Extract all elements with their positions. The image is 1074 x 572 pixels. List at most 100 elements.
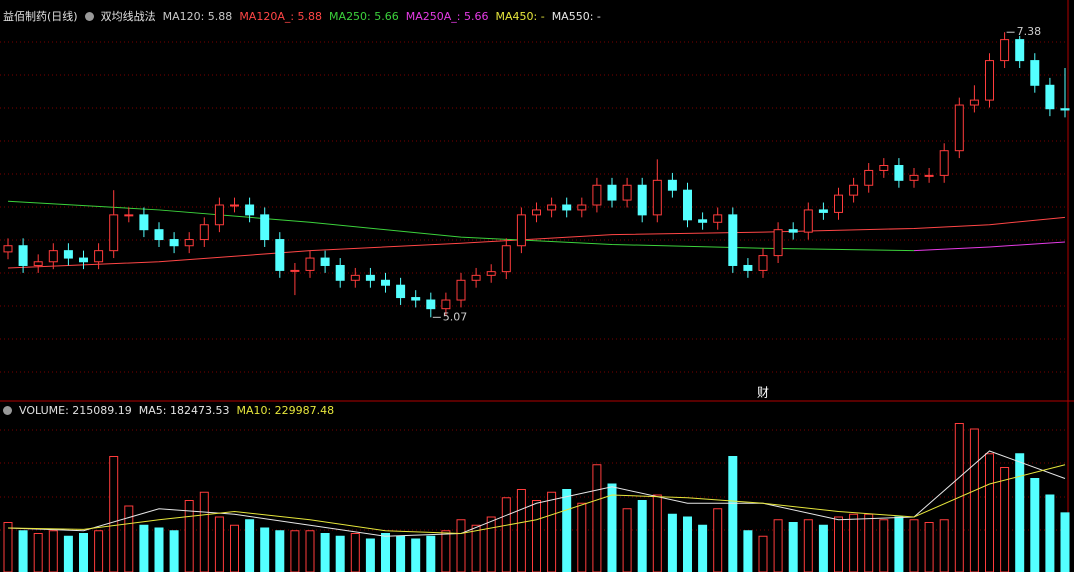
candle-body: [562, 204, 572, 211]
volume-bar: [879, 519, 889, 572]
volume-bar: [214, 516, 224, 572]
candle-body: [260, 214, 270, 241]
volume-bar: [728, 456, 738, 572]
volume-bar: [652, 494, 662, 572]
candle-body: [184, 239, 194, 247]
candle-body: [894, 165, 904, 181]
legend-entry: MA120: 5.88: [162, 9, 233, 23]
candle-body: [532, 209, 541, 216]
candle-body: [985, 60, 994, 101]
candle-body: [381, 279, 390, 286]
candle-body: [486, 271, 496, 276]
candle-body: [79, 257, 88, 263]
volume-bar: [864, 513, 874, 572]
candle-body: [350, 274, 360, 281]
candle-body: [169, 239, 179, 247]
legend-entry: MA250A_: 5.66: [405, 9, 489, 23]
volume-bar: [1000, 467, 1010, 572]
volume-bar: [230, 524, 239, 572]
volume-bar: [471, 524, 481, 572]
volume-bar: [1015, 453, 1025, 572]
volume-bar: [501, 497, 511, 572]
candle-body: [154, 229, 164, 241]
volume-bar: [335, 535, 345, 572]
event-marker: 财: [757, 386, 769, 400]
candle-body: [607, 184, 617, 201]
volume-header: VOLUME: 215089.19 MA5: 182473.53 MA10: 22…: [3, 404, 334, 417]
candle-body: [33, 261, 43, 266]
menu-icon[interactable]: [84, 11, 94, 21]
candle-body: [365, 274, 375, 281]
candle-body: [471, 274, 481, 281]
annotation: 7.38: [1017, 25, 1042, 38]
volume-bar: [486, 516, 496, 572]
candle-body: [728, 214, 738, 266]
candle-body: [864, 169, 874, 186]
candle-body: [547, 204, 557, 211]
candle-body: [18, 245, 28, 266]
candle-body: [592, 184, 602, 206]
ma-line: [7, 464, 1066, 535]
volume-bar: [743, 530, 753, 572]
ma-line: [7, 450, 1066, 537]
candle-body: [199, 224, 209, 241]
volume-bar: [396, 535, 406, 572]
candle-body: [124, 214, 134, 217]
volume-bar: [456, 519, 466, 572]
volume-bar: [607, 483, 617, 572]
volume-bar: [698, 524, 708, 572]
ma-line: [913, 241, 1066, 252]
legend-entry: MA250: 5.66: [329, 9, 399, 23]
candle-body: [48, 250, 58, 263]
volume-bar: [48, 530, 58, 572]
candle-body: [94, 250, 104, 263]
candle-body: [803, 209, 813, 233]
volume-bar: [924, 522, 934, 572]
candle-body: [305, 257, 315, 271]
candle-body: [411, 297, 421, 301]
candle-body: [924, 174, 934, 177]
volume-bar: [562, 489, 572, 572]
candle-body: [1045, 84, 1055, 110]
volume-bar: [381, 533, 390, 572]
volume-bar: [713, 508, 723, 572]
volume-bar: [154, 527, 164, 572]
volume-bar: [3, 522, 13, 572]
volume-bar: [969, 428, 979, 572]
candle-body: [139, 214, 149, 231]
volume-bar: [622, 508, 632, 572]
volume-bar: [109, 456, 119, 572]
candle-body: [834, 194, 843, 213]
volume-bar: [939, 519, 949, 572]
candle-body: [335, 264, 345, 281]
menu-icon[interactable]: [3, 406, 12, 415]
volume-bar: [305, 530, 315, 572]
volume-bar: [818, 524, 828, 572]
volume-bar: [426, 535, 436, 572]
candle-body: [667, 179, 677, 191]
volume-bar: [577, 502, 587, 572]
annotation: 5.07: [443, 310, 468, 323]
candle-body: [1015, 39, 1025, 62]
volume-bar: [788, 522, 798, 572]
volume-title: VOLUME: 215089.19: [19, 404, 132, 417]
volume-bar: [1060, 512, 1070, 572]
chart-title: 益佰制药(日线): [3, 10, 78, 23]
volume-bar: [275, 530, 285, 572]
volume-bar: [33, 533, 43, 572]
candle-body: [456, 279, 466, 301]
volume-bar: [411, 538, 421, 572]
candle-body: [290, 269, 300, 272]
volume-bar: [320, 533, 330, 572]
candle-body: [969, 99, 979, 106]
volume-bar: [516, 489, 526, 572]
volume-bar: [532, 500, 541, 572]
volume-bar: [834, 516, 843, 572]
candle-body: [230, 204, 239, 207]
volume-bar: [849, 513, 859, 572]
volume-bar: [18, 530, 28, 572]
volume-bar: [547, 491, 557, 572]
candle-body: [849, 184, 859, 196]
